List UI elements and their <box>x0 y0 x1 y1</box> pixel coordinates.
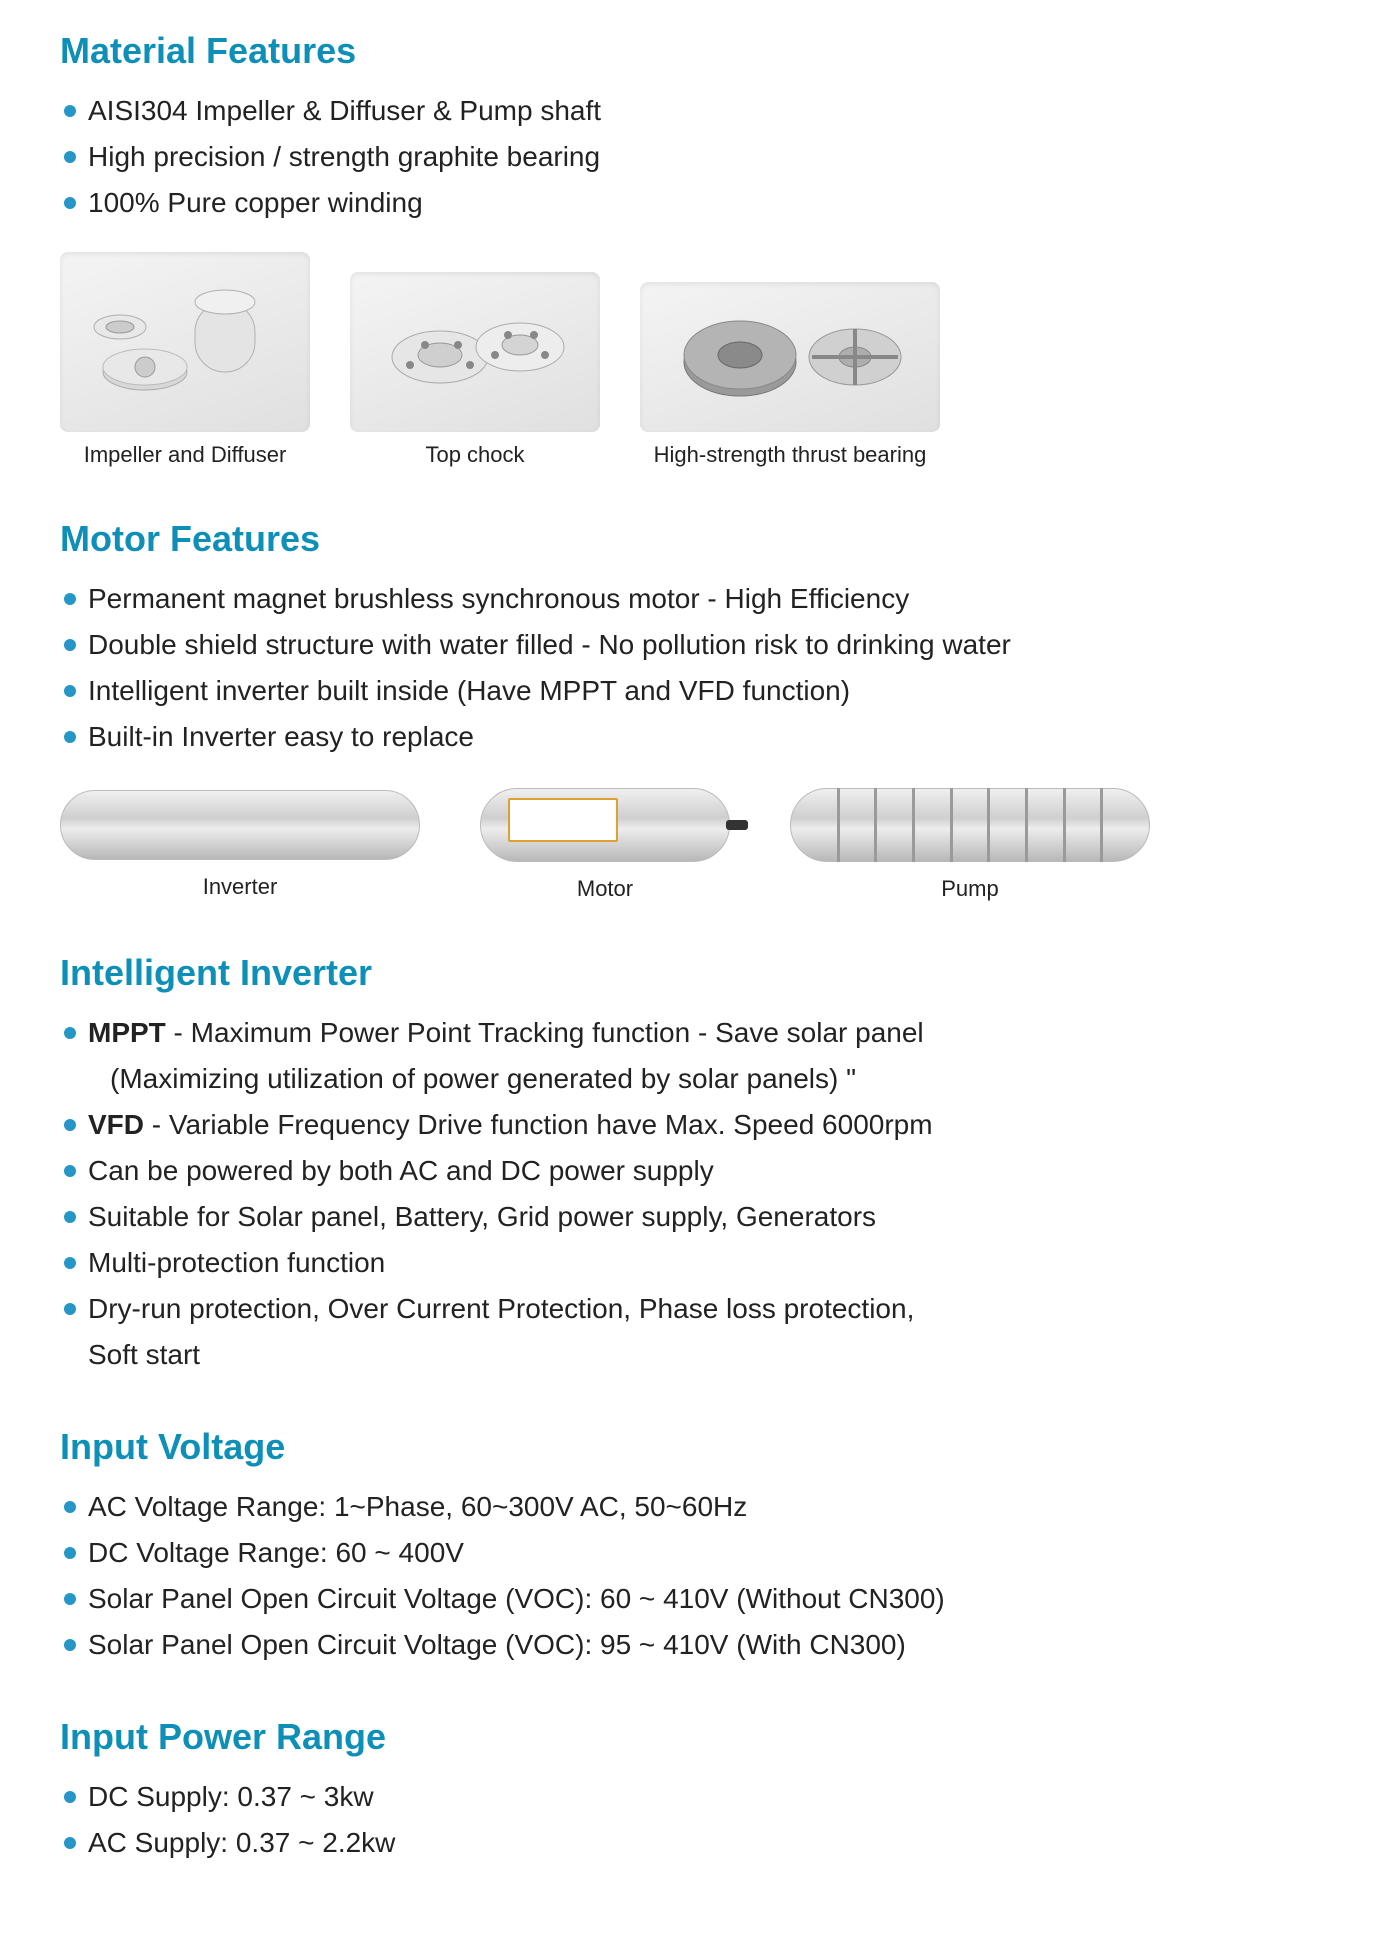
pump-image-wrap <box>790 788 1150 862</box>
list-item: AC Supply: 0.37 ~ 2.2kw <box>60 1822 1340 1864</box>
impeller-image <box>60 252 310 432</box>
figure-caption: High-strength thrust bearing <box>654 442 927 468</box>
inverter-list: MPPT - Maximum Power Point Tracking func… <box>60 1012 1020 1376</box>
thrust-bearing-image <box>640 282 940 432</box>
voltage-list: AC Voltage Range: 1~Phase, 60~300V AC, 5… <box>60 1486 1340 1666</box>
power-list: DC Supply: 0.37 ~ 3kw AC Supply: 0.37 ~ … <box>60 1776 1340 1864</box>
inverter-image <box>60 790 420 860</box>
bold-vfd: VFD <box>88 1109 144 1140</box>
section-motor: Motor Features Permanent magnet brushles… <box>60 518 1340 902</box>
assembly-pump: Pump <box>790 788 1150 902</box>
list-item: Double shield structure with water fille… <box>60 624 1340 666</box>
figure-impeller: Impeller and Diffuser <box>60 252 310 468</box>
figure-caption: Pump <box>941 876 998 902</box>
list-item: Built-in Inverter easy to replace <box>60 716 1340 758</box>
section-inverter: Intelligent Inverter MPPT - Maximum Powe… <box>60 952 1340 1376</box>
bold-mppt: MPPT <box>88 1017 166 1048</box>
figure-top-chock: Top chock <box>350 272 600 468</box>
list-item: Permanent magnet brushless synchronous m… <box>60 578 1340 620</box>
list-text: - Variable Frequency Drive function have… <box>144 1109 933 1140</box>
figure-caption: Top chock <box>425 442 524 468</box>
list-item: DC Supply: 0.37 ~ 3kw <box>60 1776 1340 1818</box>
list-item: AISI304 Impeller & Diffuser & Pump shaft <box>60 90 1340 132</box>
top-chock-image <box>350 272 600 432</box>
assembly-inverter: Inverter <box>60 790 420 900</box>
motor-label-sticker <box>508 798 618 842</box>
assembly-motor: Motor <box>480 788 730 902</box>
list-text: - Maximum Power Point Tracking function … <box>166 1017 924 1048</box>
list-item: Solar Panel Open Circuit Voltage (VOC): … <box>60 1578 1340 1620</box>
heading-power: Input Power Range <box>60 1716 1340 1758</box>
list-continuation: (Maximizing utilization of power generat… <box>60 1058 1020 1100</box>
section-material: Material Features AISI304 Impeller & Dif… <box>60 30 1340 468</box>
list-item: Solar Panel Open Circuit Voltage (VOC): … <box>60 1624 1340 1666</box>
list-item: Intelligent inverter built inside (Have … <box>60 670 1340 712</box>
pump-ribs <box>790 788 1150 862</box>
heading-motor: Motor Features <box>60 518 1340 560</box>
motor-shaft <box>726 820 748 830</box>
list-continuation: Soft start <box>60 1334 1020 1376</box>
motor-image-wrap <box>480 788 730 862</box>
section-power: Input Power Range DC Supply: 0.37 ~ 3kw … <box>60 1716 1340 1864</box>
figure-caption: Inverter <box>203 874 278 900</box>
motor-assembly: Inverter Motor Pump <box>60 788 1340 902</box>
figure-thrust-bearing: High-strength thrust bearing <box>640 282 940 468</box>
material-list: AISI304 Impeller & Diffuser & Pump shaft… <box>60 90 1340 224</box>
list-item: DC Voltage Range: 60 ~ 400V <box>60 1532 1340 1574</box>
list-item: High precision / strength graphite beari… <box>60 136 1340 178</box>
heading-voltage: Input Voltage <box>60 1426 1340 1468</box>
list-item: VFD - Variable Frequency Drive function … <box>60 1104 1020 1146</box>
list-item: AC Voltage Range: 1~Phase, 60~300V AC, 5… <box>60 1486 1340 1528</box>
list-item: 100% Pure copper winding <box>60 182 1340 224</box>
heading-material: Material Features <box>60 30 1340 72</box>
figure-caption: Motor <box>577 876 633 902</box>
list-item: MPPT - Maximum Power Point Tracking func… <box>60 1012 1020 1054</box>
figure-caption: Impeller and Diffuser <box>84 442 287 468</box>
list-item: Can be powered by both AC and DC power s… <box>60 1150 1020 1192</box>
material-figures: Impeller and Diffuser Top chock <box>60 252 1340 468</box>
list-item: Dry-run protection, Over Current Protect… <box>60 1288 1020 1330</box>
list-item: Multi-protection function <box>60 1242 1020 1284</box>
heading-inverter: Intelligent Inverter <box>60 952 1340 994</box>
list-item: Suitable for Solar panel, Battery, Grid … <box>60 1196 1020 1238</box>
motor-list: Permanent magnet brushless synchronous m… <box>60 578 1340 758</box>
section-voltage: Input Voltage AC Voltage Range: 1~Phase,… <box>60 1426 1340 1666</box>
